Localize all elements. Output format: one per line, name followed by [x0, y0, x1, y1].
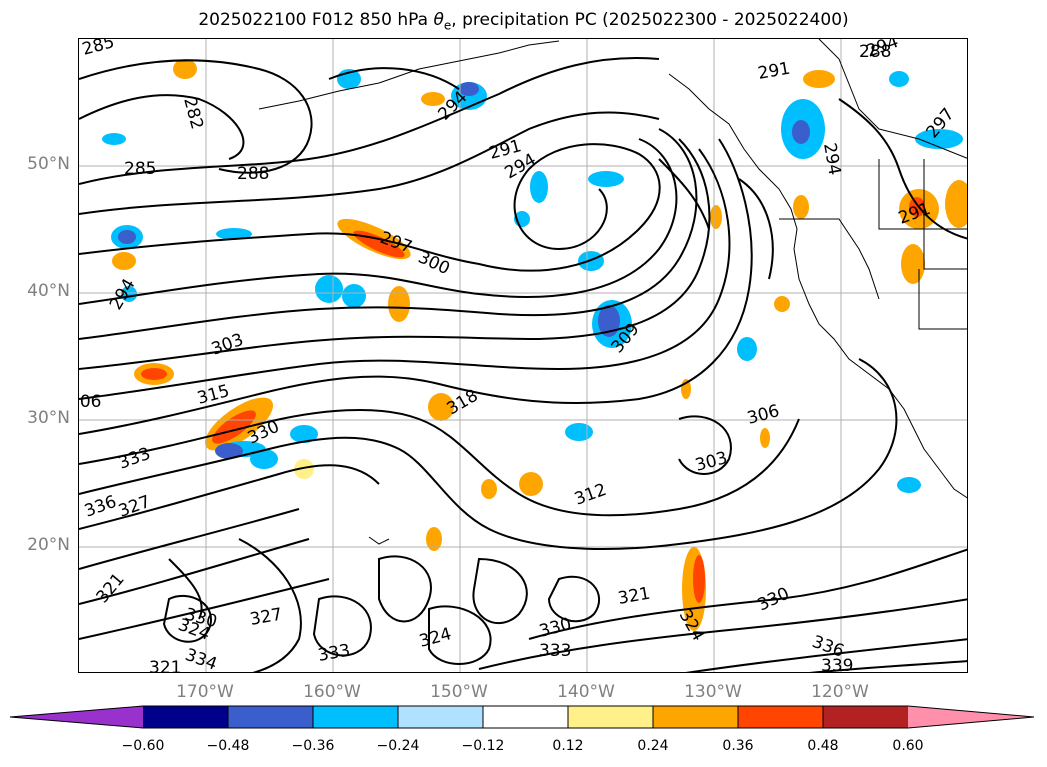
colorbar-tick: 0.48 [807, 738, 839, 754]
contour-label: 321 [616, 584, 651, 609]
lon-label-120w: 120°W [811, 682, 869, 702]
colorbar-tick: −0.48 [206, 738, 250, 754]
contour-label: 315 [195, 381, 232, 409]
coastlines [258, 39, 967, 545]
map-title: 2025022100 F012 850 hPa θe, precipitatio… [0, 10, 1047, 32]
contour-label: 291 [756, 59, 791, 84]
lat-label-30n: 30°N [27, 408, 70, 428]
map-panel: 285 282 288 285 294 291 294 288 297 300 … [78, 38, 968, 673]
colorbar-tick: 0.36 [722, 738, 754, 754]
colorbar-segment [653, 706, 738, 728]
contour-label: 324 [417, 624, 454, 652]
map-canvas: 285 282 288 285 294 291 294 288 297 300 … [79, 39, 967, 673]
contour-label: 300 [415, 247, 453, 279]
contour-label: 330 [537, 614, 574, 642]
lon-label-130w: 130°W [684, 682, 742, 702]
colorbar-segment [143, 706, 228, 728]
contour-label: 288 [237, 164, 269, 184]
graticule [79, 39, 967, 672]
theta-e-contours [79, 57, 967, 672]
contour-label: 306 [745, 401, 782, 429]
colorbar-tick: −0.60 [121, 738, 165, 754]
title-prefix: 2025022100 F012 850 hPa [198, 10, 434, 30]
contour-label: 303 [693, 448, 730, 476]
colorbar-segment [313, 706, 398, 728]
lat-label-40n: 40°N [27, 281, 70, 301]
lon-label-170w: 170°W [176, 682, 234, 702]
contour-label: 333 [116, 444, 153, 474]
colorbar-tick: −0.36 [291, 738, 335, 754]
theta-symbol: θ [433, 10, 444, 30]
contour-label: 288 [859, 42, 891, 62]
colorbar-outline [10, 705, 1035, 729]
colorbar [10, 705, 1035, 729]
contour-label: 294 [819, 141, 844, 176]
title-suffix: , precipitation PC (2025022300 - 2025022… [451, 10, 849, 30]
colorbar-tick: −0.24 [376, 738, 420, 754]
colorbar-segment [228, 706, 313, 728]
lat-label-50n: 50°N [27, 154, 70, 174]
colorbar-segment [738, 706, 823, 728]
contour-label: 334 [182, 645, 219, 673]
contour-label: 285 [124, 159, 156, 179]
contour-label: 339 [821, 656, 853, 673]
contour-label: 330 [755, 584, 793, 616]
lat-label-20n: 20°N [27, 535, 70, 555]
colorbar-segment [908, 706, 1034, 728]
colorbar-tick: 0.60 [892, 738, 924, 754]
contour-label: 306 [79, 392, 101, 412]
contour-label: 321 [149, 658, 181, 673]
colorbar-tick: 0.24 [637, 738, 669, 754]
contour-label: 327 [248, 605, 283, 630]
colorbar-segment [823, 706, 908, 728]
colorbar-segment [398, 706, 483, 728]
colorbar-dividers [227, 706, 824, 728]
colorbar-tick: 0.12 [552, 738, 584, 754]
colorbar-segment [10, 706, 143, 728]
lon-label-140w: 140°W [557, 682, 615, 702]
theta-subscript: e [443, 18, 452, 33]
contour-label: 336 [82, 492, 119, 522]
contour-label: 303 [209, 330, 246, 360]
contour-label: 327 [116, 492, 153, 522]
contour-label: 333 [316, 641, 351, 666]
lon-label-160w: 160°W [303, 682, 361, 702]
colorbar-tick: −0.12 [461, 738, 505, 754]
contour-label: 312 [572, 480, 609, 510]
contour-label: 333 [539, 641, 571, 661]
colorbar-segment [483, 706, 568, 728]
contour-label: 285 [80, 39, 117, 60]
contour-label: 321 [93, 569, 129, 607]
lon-label-150w: 150°W [430, 682, 488, 702]
colorbar-segment [568, 706, 653, 728]
